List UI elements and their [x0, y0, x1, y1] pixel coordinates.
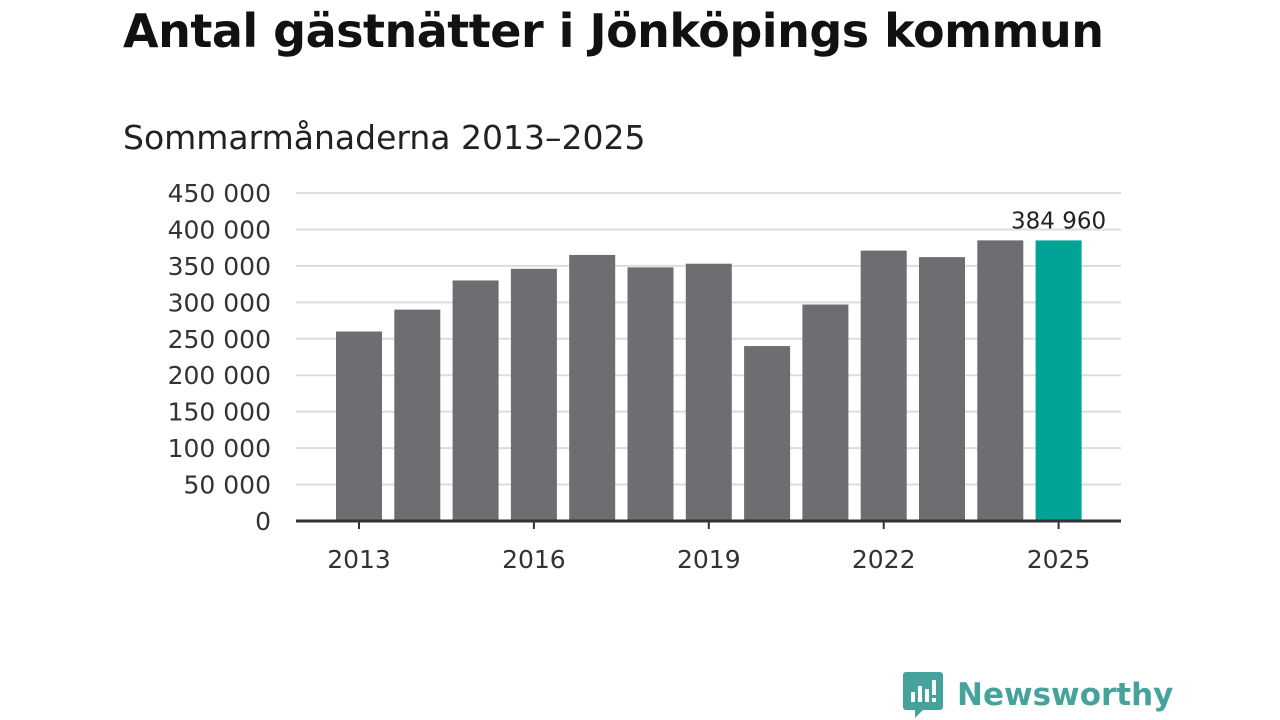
bar-2023 [919, 257, 965, 521]
x-tick-label: 2022 [852, 545, 916, 574]
bars [336, 240, 1082, 522]
bar-2019 [685, 263, 732, 521]
data-label-2025: 384 960 [1011, 208, 1106, 234]
chart-title: Antal gästnätter i Jönköpings kommun [123, 4, 1104, 58]
y-tick-label: 400 000 [168, 215, 271, 244]
x-tick-label: 2019 [677, 545, 741, 574]
y-tick-label: 150 000 [168, 398, 271, 427]
y-tick-label: 250 000 [168, 325, 271, 354]
newsworthy-logo-icon [903, 672, 943, 718]
chart-subtitle: Sommarmånaderna 2013–2025 [123, 118, 646, 157]
y-tick-label: 200 000 [168, 361, 271, 390]
bar-2017 [569, 254, 616, 521]
x-tick-label: 2025 [1027, 545, 1091, 574]
bar-2022 [860, 250, 907, 522]
y-tick-label: 0 [255, 507, 271, 536]
newsworthy-logo-text: Newsworthy [957, 677, 1174, 713]
bar-2024 [977, 240, 1024, 521]
bar-2018 [627, 267, 674, 521]
bar-2013 [336, 331, 382, 521]
y-tick-label: 350 000 [168, 252, 271, 281]
y-tick-label: 50 000 [184, 471, 271, 500]
y-tick-label: 300 000 [168, 288, 271, 317]
bar-2020 [744, 346, 791, 521]
data-labels: 384 960 [1011, 208, 1106, 234]
x-axis [296, 519, 1121, 529]
bar-2025 [1035, 240, 1082, 522]
y-tick-label: 450 000 [168, 179, 271, 208]
bar-2016 [510, 268, 557, 521]
y-tick-label: 100 000 [168, 434, 271, 463]
x-axis-tick-labels: 2013 2016 2019 2022 2025 [327, 545, 1090, 574]
x-tick-label: 2016 [502, 545, 566, 574]
bar-2015 [452, 280, 499, 521]
bar-2014 [394, 309, 441, 521]
y-axis-tick-labels: 0 50 000 100 000 150 000 200 000 250 000 300 0… [168, 179, 271, 536]
newsworthy-logo: Newsworthy [903, 672, 1173, 718]
bar-2021 [802, 304, 849, 521]
x-tick-label: 2013 [327, 545, 391, 574]
